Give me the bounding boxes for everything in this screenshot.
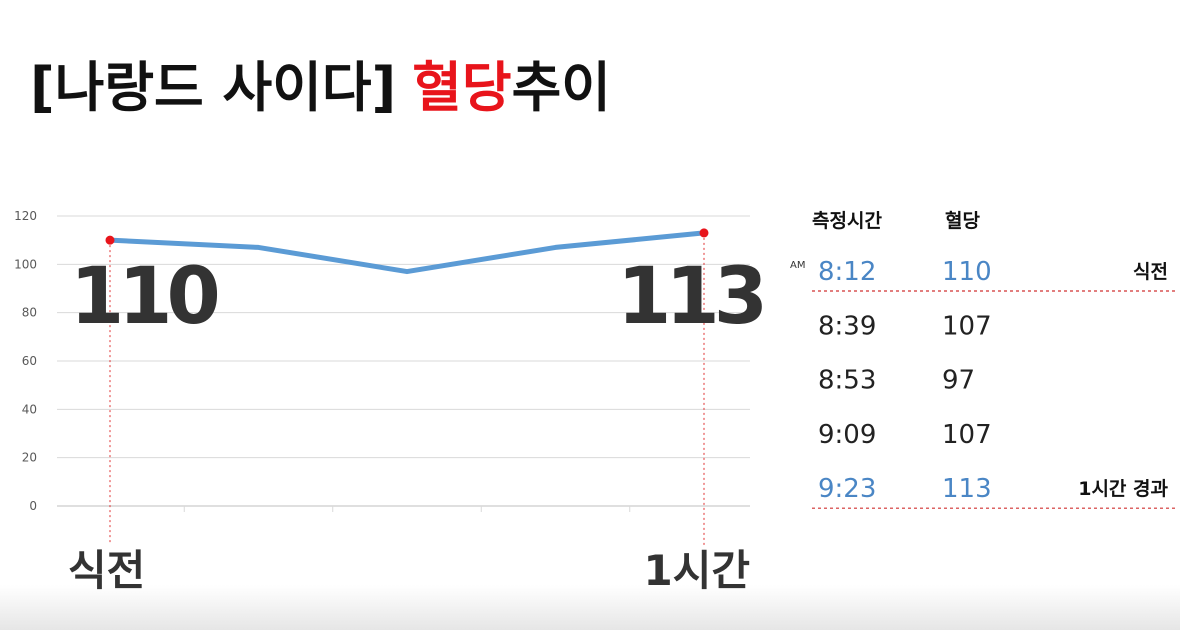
table-cell: 8:12 [818,257,876,287]
point [105,235,115,245]
y-tick-label: 0 [29,499,37,513]
title-highlight: 혈당 [412,56,511,119]
title-part: [나랑드 사이다] [30,56,396,119]
table-cell: 107 [942,311,992,341]
x-tick-label: 식전 [68,546,145,595]
table-header: 혈당 [945,209,980,232]
table-cell: 9:23 [818,474,876,504]
table-cell: 9:09 [818,420,876,450]
value-label: 113 [617,252,763,342]
table-cell: 8:53 [818,366,876,396]
table-cell: 113 [942,474,992,504]
point [699,228,709,238]
table-cell: 97 [942,366,975,396]
title: [나랑드 사이다] 혈당추이 [30,56,611,119]
y-tick-label: 120 [14,209,37,223]
y-tick-label: 100 [14,257,37,271]
table-note: 1시간 경과 [1078,478,1168,500]
table-cell: 107 [942,420,992,450]
y-tick-label: 80 [22,306,37,320]
am-label: AM [790,260,805,271]
title-part: 추이 [512,56,611,119]
table-header: 측정시간 [812,210,882,232]
line [109,230,705,275]
table-note: 식전 [1133,261,1168,283]
x-tick-label: 1시간 [643,546,750,595]
y-tick-label: 20 [22,451,37,465]
table-cell: 8:39 [818,311,876,341]
table-cell: 110 [942,257,992,287]
y-tick-label: 60 [22,354,37,368]
y-tick-label: 40 [22,402,37,416]
background-fade [0,585,1180,630]
value-label: 110 [70,252,218,342]
